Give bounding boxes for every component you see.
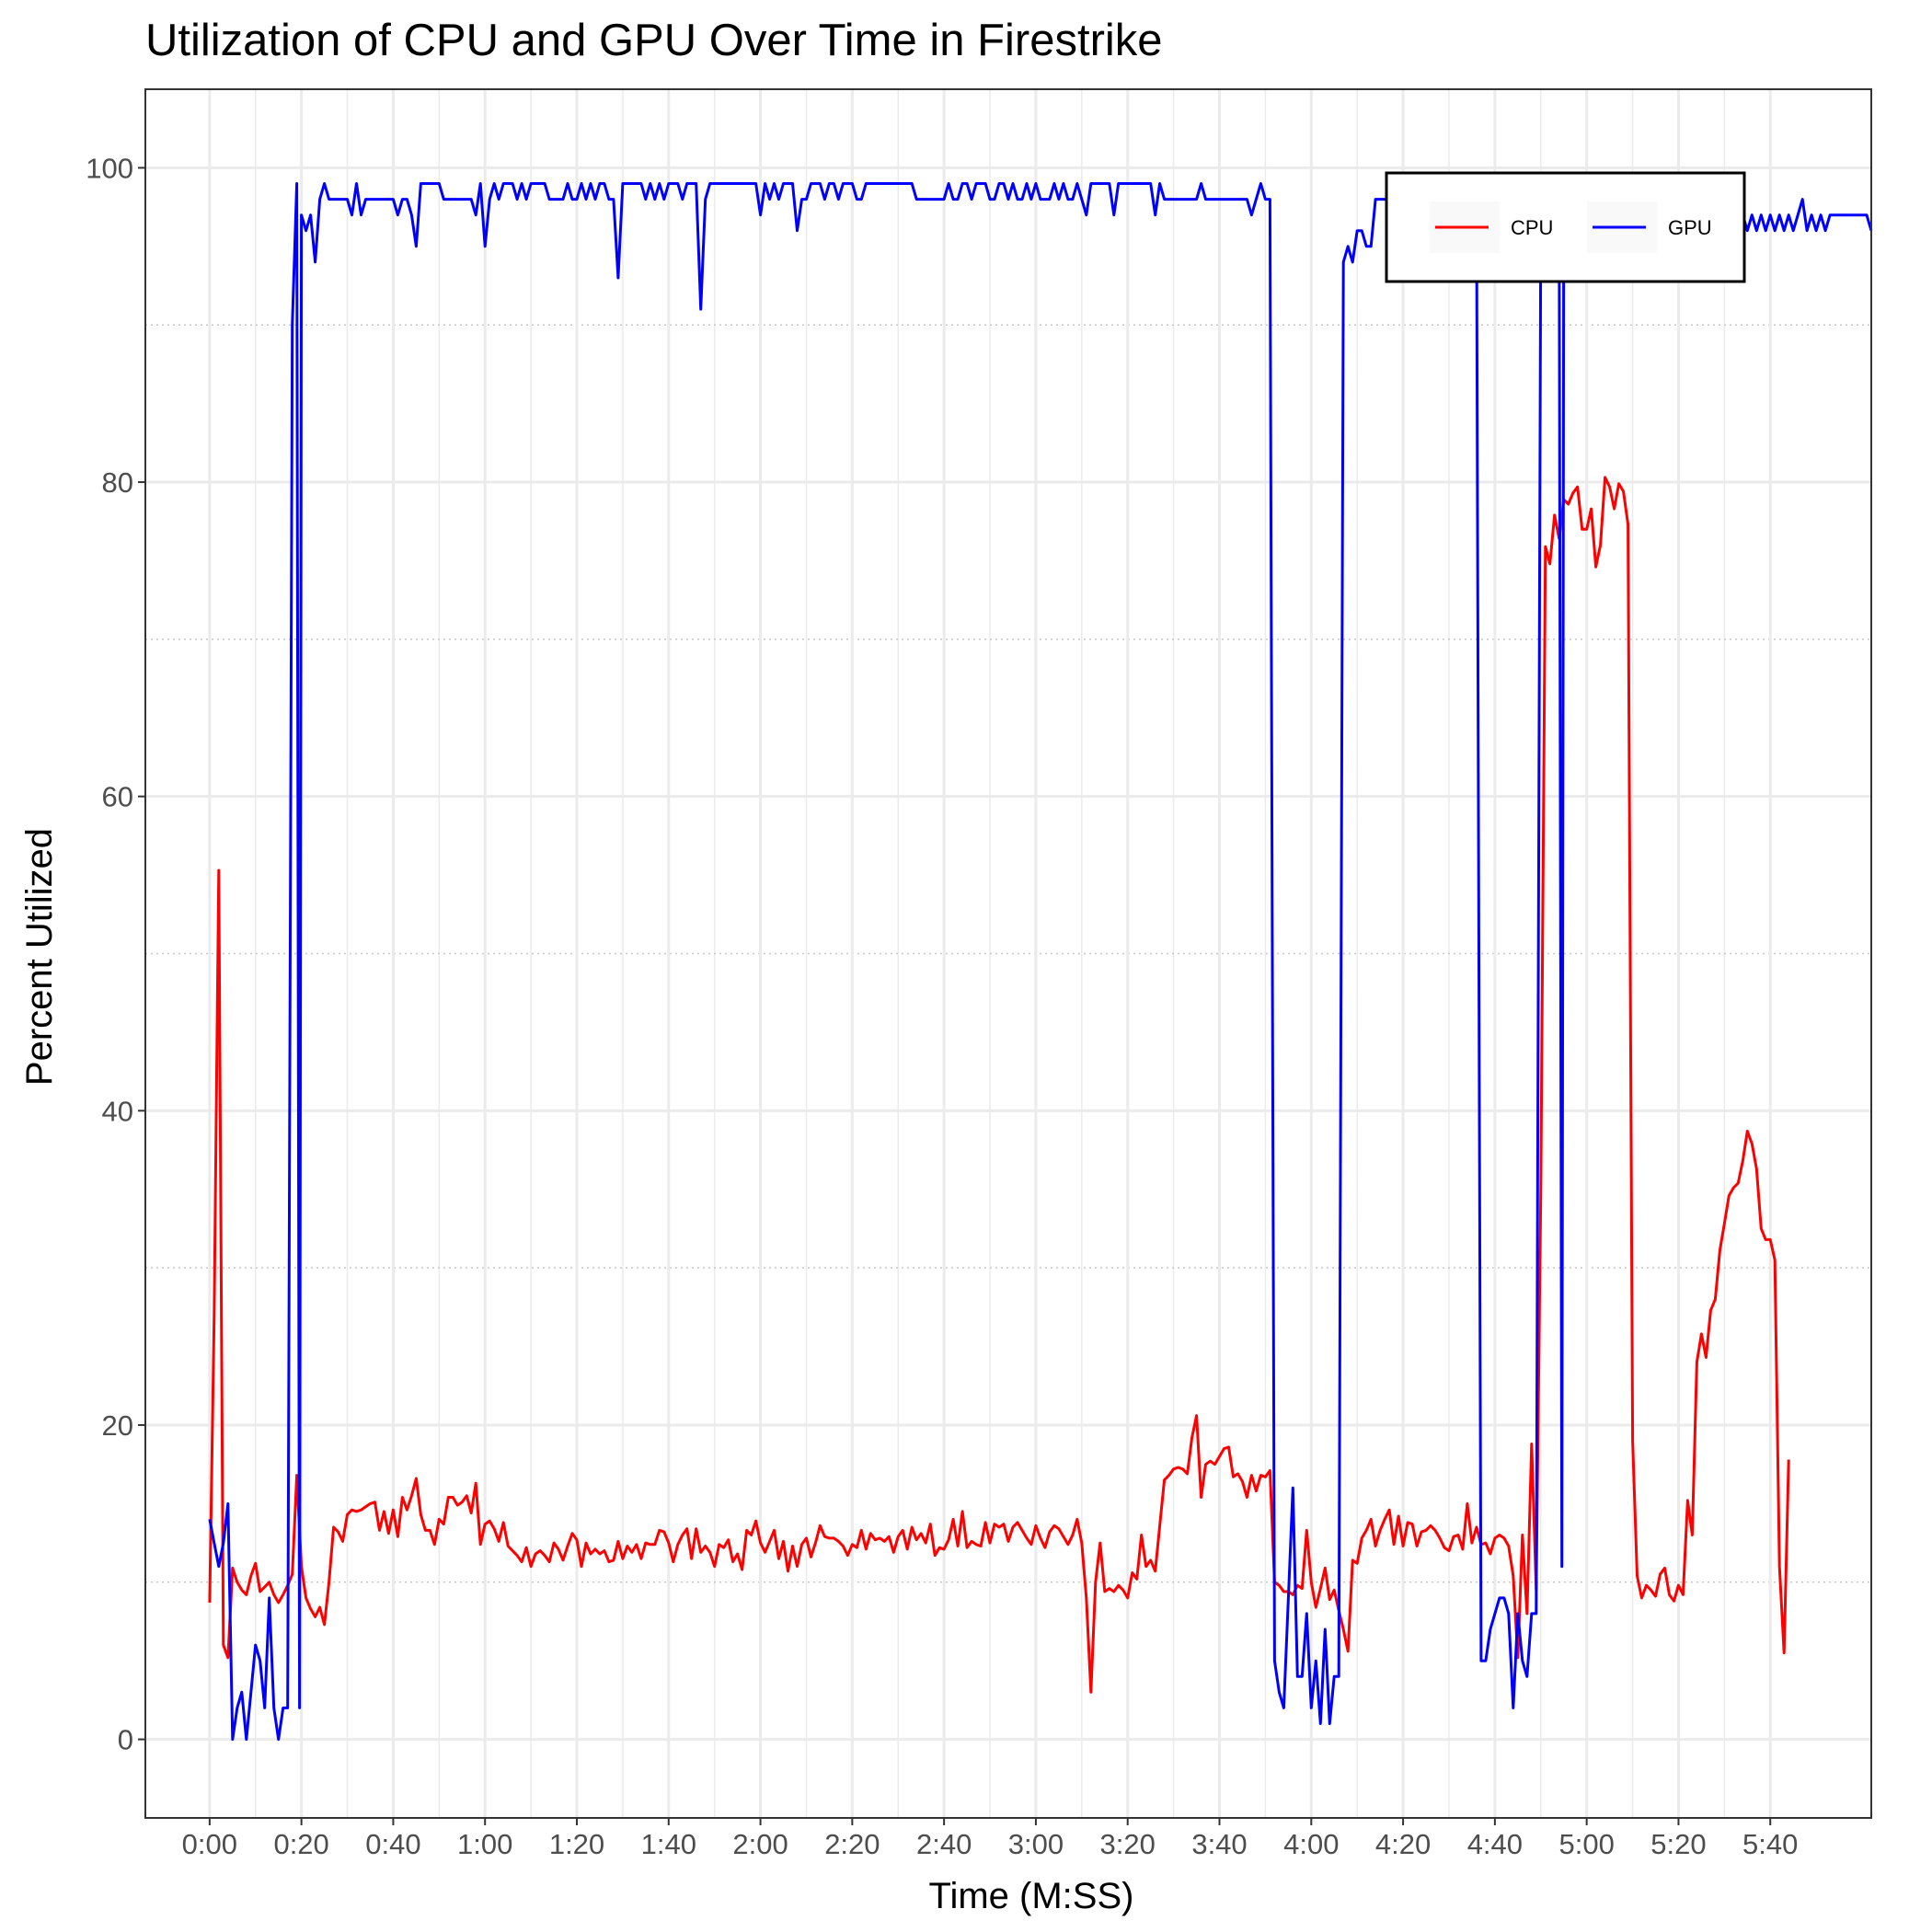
panel-border xyxy=(144,88,1872,1819)
chart-title: Utilization of CPU and GPU Over Time in … xyxy=(145,16,1163,65)
x-tick-label: 3:20 xyxy=(1100,1828,1156,1860)
series-line-cpu xyxy=(208,476,1790,1694)
legend-label-gpu: GPU xyxy=(1668,216,1712,239)
y-tick-label: 100 xyxy=(86,152,133,184)
x-tick-label: 5:00 xyxy=(1558,1828,1614,1860)
x-tick-label: 5:20 xyxy=(1650,1828,1706,1860)
x-tick-label: 3:00 xyxy=(1008,1828,1064,1860)
x-tick-label: 1:00 xyxy=(457,1828,512,1860)
x-tick-label: 1:20 xyxy=(549,1828,604,1860)
y-tick-label: 20 xyxy=(102,1409,133,1442)
x-axis-title: Time (M:SS) xyxy=(929,1876,1134,1916)
y-tick-label: 0 xyxy=(118,1724,133,1756)
x-tick-label: 2:20 xyxy=(824,1828,880,1860)
x-tick-label: 2:00 xyxy=(732,1828,788,1860)
y-tick-label: 60 xyxy=(102,781,133,813)
x-tick-label: 2:40 xyxy=(916,1828,972,1860)
x-tick-label: 0:20 xyxy=(273,1828,328,1860)
x-tick-label: 0:00 xyxy=(182,1828,237,1860)
x-tick-label: 4:20 xyxy=(1375,1828,1431,1860)
grid-lines xyxy=(145,89,1871,1818)
x-tick-label: 4:40 xyxy=(1467,1828,1523,1860)
y-tick-label: 80 xyxy=(102,466,133,499)
legend: CPU GPU xyxy=(1385,171,1746,283)
legend-label-cpu: CPU xyxy=(1511,216,1553,239)
tick-labels: 0:00 0:20 0:40 1:00 1:20 1:40 2:00 2:20 2:40 3:00… xyxy=(86,152,1798,1860)
x-tick-label: 1:40 xyxy=(641,1828,696,1860)
x-tick-label: 0:40 xyxy=(365,1828,420,1860)
x-tick-label: 5:40 xyxy=(1742,1828,1798,1860)
y-axis-title: Percent Utilized xyxy=(19,828,60,1086)
axes xyxy=(144,88,1872,1819)
x-tick-label: 4:00 xyxy=(1283,1828,1339,1860)
x-tick-label: 3:40 xyxy=(1191,1828,1247,1860)
y-tick-label: 40 xyxy=(102,1095,133,1127)
